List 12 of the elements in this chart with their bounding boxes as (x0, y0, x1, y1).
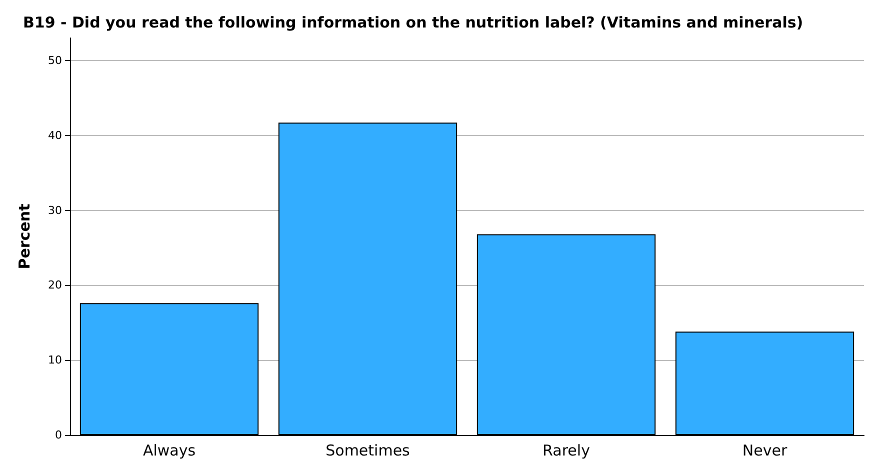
x-tick-label: Always (142, 442, 196, 460)
y-tick-label: 30 (48, 204, 62, 217)
y-tick-label: 10 (48, 354, 62, 367)
y-tick-label: 40 (48, 128, 62, 142)
chart-title: B19 - Did you read the following information on the nutrition label? (Vitamins and minerals) (23, 14, 804, 32)
y-axis-title: Percent (16, 204, 34, 270)
y-tick-label: 50 (48, 54, 62, 67)
x-tick-label: Sometimes (326, 442, 410, 460)
y-tick-label: 20 (48, 278, 62, 292)
x-tick-label: Never (742, 442, 788, 460)
x-tick-label: Rarely (542, 442, 590, 460)
y-tick-label: 0 (55, 428, 62, 442)
